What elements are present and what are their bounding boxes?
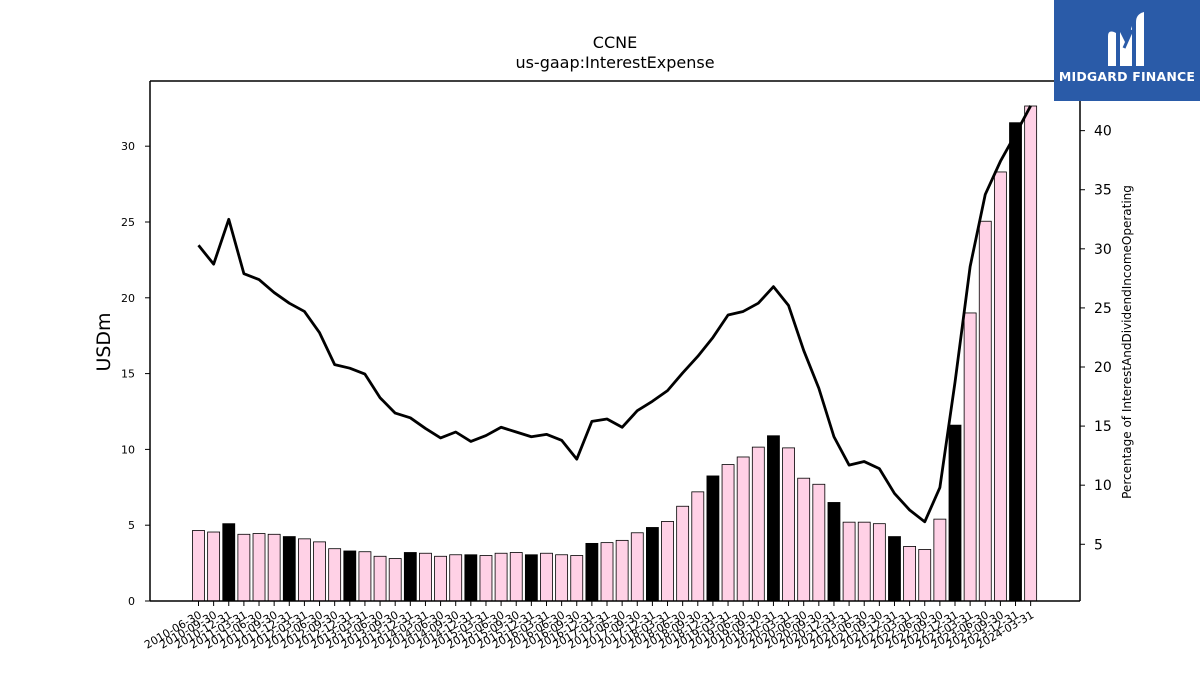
bar bbox=[1024, 105, 1038, 602]
bar bbox=[313, 541, 326, 602]
y2-tick-label: 15 bbox=[1094, 419, 1112, 435]
bar bbox=[419, 552, 432, 602]
bar bbox=[570, 555, 584, 602]
chart-title: CCNE bbox=[593, 33, 637, 52]
bar bbox=[252, 533, 266, 602]
bar bbox=[736, 456, 750, 602]
chart-subtitle: us-gaap:InterestExpense bbox=[515, 53, 714, 72]
bar bbox=[691, 491, 705, 602]
bar bbox=[767, 435, 780, 602]
y2-tick-label: 20 bbox=[1094, 360, 1112, 376]
y-axis-label: USDm bbox=[93, 312, 115, 371]
bar bbox=[373, 555, 387, 602]
bar bbox=[524, 554, 538, 602]
y2-tick-label: 5 bbox=[1094, 537, 1103, 553]
bar bbox=[388, 558, 402, 602]
bar bbox=[207, 531, 221, 602]
mf-logo-icon bbox=[1108, 12, 1144, 66]
y2-tick-label: 30 bbox=[1094, 242, 1112, 258]
y2-tick-label: 25 bbox=[1094, 301, 1112, 317]
brand-logo: MIDGARD FINANCE bbox=[1054, 0, 1200, 101]
bar bbox=[993, 171, 1007, 602]
bar bbox=[646, 527, 659, 602]
bar bbox=[328, 548, 342, 602]
y2-tick-label: 10 bbox=[1094, 478, 1112, 494]
line-group bbox=[197, 105, 1032, 524]
bar bbox=[706, 475, 720, 602]
bar bbox=[872, 523, 886, 602]
bar bbox=[464, 554, 478, 602]
bar bbox=[933, 518, 947, 602]
bar bbox=[479, 555, 493, 602]
y2-ticks-group: 5 10 15 20 25 30 35 40 bbox=[1080, 124, 1112, 553]
y-tick-label: 15 bbox=[121, 368, 135, 381]
bar bbox=[751, 446, 765, 602]
bar bbox=[222, 523, 236, 602]
line-series bbox=[197, 105, 1032, 524]
y-tick-label: 25 bbox=[121, 216, 135, 229]
bar bbox=[857, 521, 871, 602]
bar bbox=[449, 554, 463, 602]
y2-axis-label: Percentage of InterestAndDividendIncomeO… bbox=[1120, 185, 1134, 499]
bar bbox=[267, 533, 281, 602]
bar bbox=[358, 551, 372, 602]
bar bbox=[540, 552, 553, 602]
bar bbox=[585, 542, 599, 602]
y-tick-label: 5 bbox=[128, 519, 135, 532]
bar bbox=[948, 424, 962, 602]
bar bbox=[237, 533, 251, 602]
y2-tick-label: 40 bbox=[1094, 124, 1112, 140]
y-tick-label: 30 bbox=[121, 140, 135, 153]
bar bbox=[509, 552, 523, 602]
bar bbox=[555, 554, 569, 602]
bar bbox=[298, 538, 311, 602]
y2-tick-label: 35 bbox=[1094, 183, 1112, 199]
x-ticks-group: 2010-06-302010-09-302010-12-312011-03-31… bbox=[142, 601, 1036, 652]
bar bbox=[343, 550, 357, 602]
bar bbox=[615, 539, 629, 602]
bar bbox=[888, 536, 901, 602]
bar bbox=[403, 552, 417, 602]
brand-logo-text: MIDGARD FINANCE bbox=[1058, 69, 1196, 84]
y-ticks-group: 0 5 10 15 20 25 30 bbox=[121, 140, 150, 608]
bar bbox=[192, 530, 205, 602]
bar bbox=[494, 552, 508, 602]
y-tick-label: 20 bbox=[121, 292, 135, 305]
y-tick-label: 10 bbox=[121, 443, 135, 456]
bar bbox=[600, 542, 614, 602]
bar bbox=[827, 502, 841, 602]
bar bbox=[661, 521, 674, 602]
bar bbox=[1009, 122, 1022, 602]
bar bbox=[797, 477, 811, 602]
bar bbox=[963, 312, 977, 602]
bar bbox=[978, 220, 992, 602]
bar bbox=[782, 447, 795, 602]
bar bbox=[434, 555, 447, 602]
y-tick-label: 0 bbox=[128, 595, 135, 608]
bar bbox=[812, 483, 826, 602]
bar bbox=[282, 536, 296, 602]
bar bbox=[918, 549, 932, 602]
bar bbox=[842, 521, 856, 602]
bar bbox=[721, 464, 735, 602]
bar bbox=[903, 546, 917, 602]
bar bbox=[630, 532, 644, 602]
bars-group bbox=[192, 105, 1038, 602]
bar bbox=[676, 505, 690, 602]
